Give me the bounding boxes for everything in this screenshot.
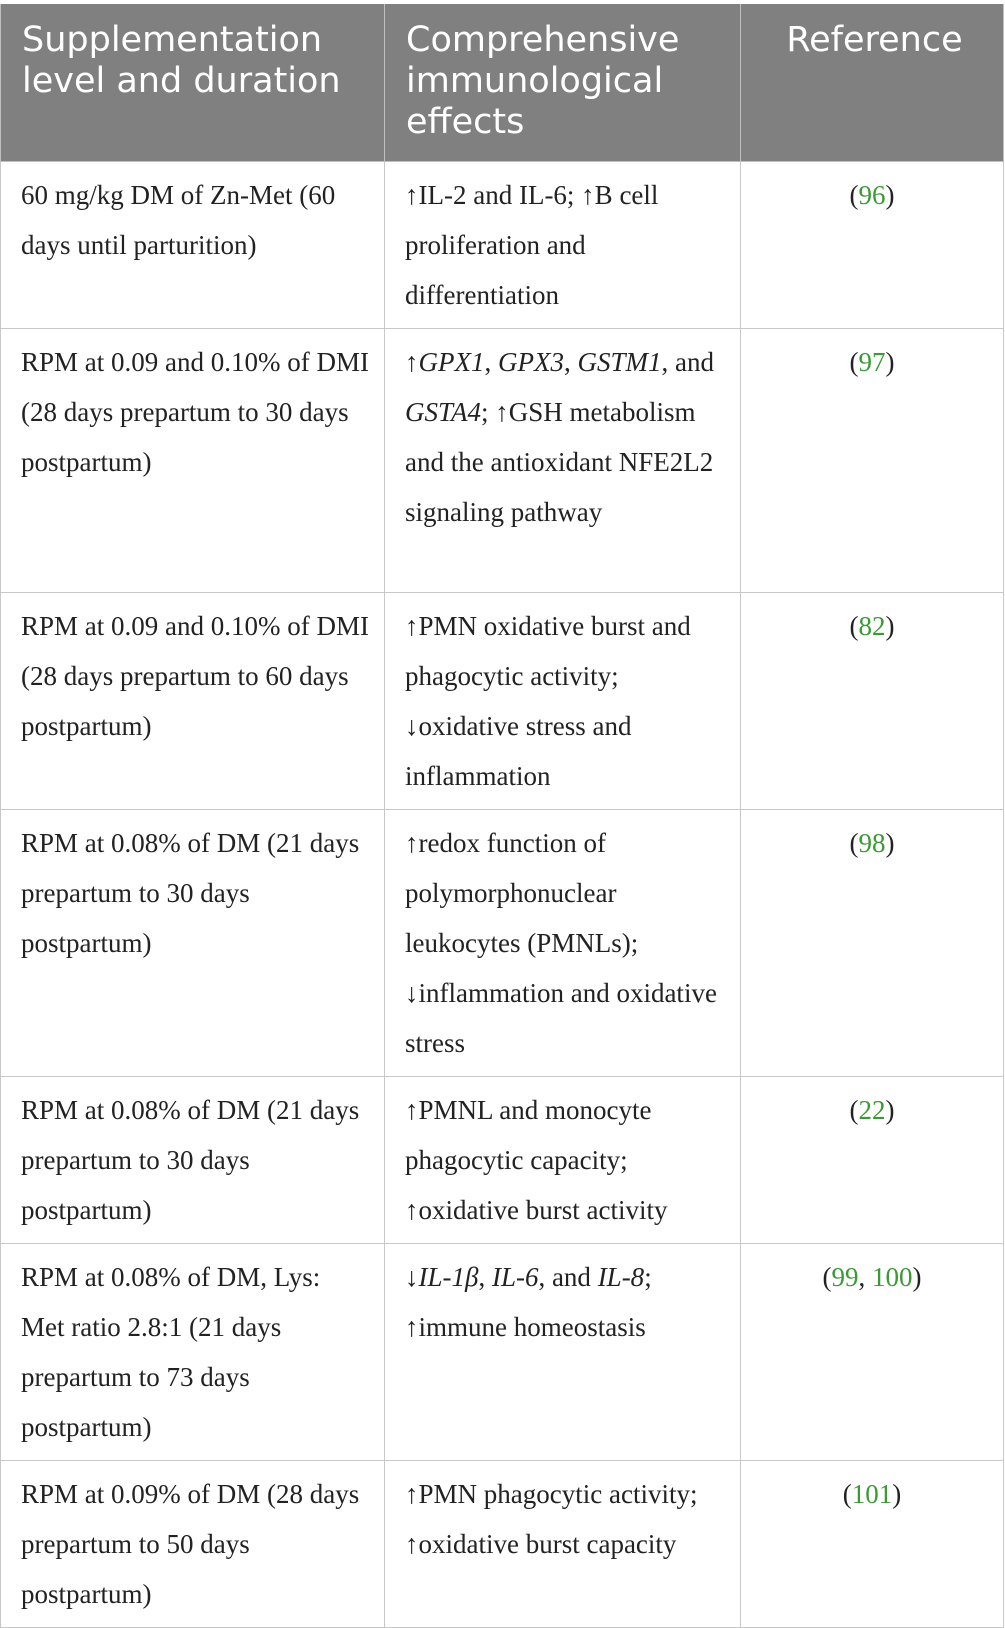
effects-text: ↑: [405, 347, 419, 377]
effects-text: ,: [563, 347, 578, 377]
table-body: 60 mg/kg DM of Zn-Met (60 days until par…: [0, 161, 1004, 1628]
gene-name: GSTA4: [405, 397, 482, 427]
table-row: 60 mg/kg DM of Zn-Met (60 days until par…: [0, 161, 1004, 329]
supplementation-cell: RPM at 0.08% of DM (21 days prepartum to…: [0, 1076, 385, 1244]
gene-name: IL-6: [491, 1262, 539, 1292]
table-row: RPM at 0.09 and 0.10% of DMI (28 days pr…: [0, 328, 1004, 593]
effects-text: ,: [478, 1262, 492, 1292]
gene-name: GSTM1: [577, 347, 662, 377]
effects-cell: ↑GPX1, GPX3, GSTM1, and GSTA4; ↑GSH meta…: [384, 328, 741, 593]
supplementation-cell: RPM at 0.08% of DM (21 days prepartum to…: [0, 809, 385, 1077]
effects-text: ; ↑immune homeostasis: [405, 1262, 652, 1342]
supplementation-cell: RPM at 0.09 and 0.10% of DMI (28 days pr…: [0, 328, 385, 593]
reference-cell: (101): [740, 1460, 1004, 1628]
reference-link[interactable]: 99: [831, 1262, 859, 1292]
reference-cell: (98): [740, 809, 1004, 1077]
effects-cell: ↑IL-2 and IL-6; ↑B cell proliferation an…: [384, 161, 741, 329]
effects-cell: ↑PMNL and monocyte phagocytic capacity; …: [384, 1076, 741, 1244]
supplementation-cell: 60 mg/kg DM of Zn-Met (60 days until par…: [0, 161, 385, 329]
gene-name: IL-8: [597, 1262, 645, 1292]
supplementation-cell: RPM at 0.08% of DM, Lys: Met ratio 2.8:1…: [0, 1243, 385, 1461]
effects-text: ,: [484, 347, 498, 377]
reference-cell: (99, 100): [740, 1243, 1004, 1461]
supplementation-cell: RPM at 0.09% of DM (28 days prepartum to…: [0, 1460, 385, 1628]
supplementation-cell: RPM at 0.09 and 0.10% of DMI (28 days pr…: [0, 592, 385, 810]
header-supplementation: Supplementation level and duration: [0, 4, 385, 162]
reference-link[interactable]: 22: [858, 1095, 886, 1125]
reference-link[interactable]: 100: [872, 1262, 913, 1292]
table-header: Supplementation level and duration Compr…: [0, 4, 1004, 162]
effects-cell: ↑redox function of polymorphonuclear leu…: [384, 809, 741, 1077]
reference-link[interactable]: 101: [851, 1479, 893, 1509]
effects-cell: ↓IL-1β, IL-6, and IL-8; ↑immune homeosta…: [384, 1243, 741, 1461]
effects-text: , and: [538, 1262, 598, 1292]
reference-link[interactable]: 96: [858, 180, 886, 210]
header-row: Supplementation level and duration Compr…: [0, 4, 1004, 162]
table-row: RPM at 0.08% of DM, Lys: Met ratio 2.8:1…: [0, 1243, 1004, 1461]
effects-text: , and: [661, 347, 714, 377]
reference-cell: (97): [740, 328, 1004, 593]
gene-name: GPX3: [497, 347, 564, 377]
reference-cell: (96): [740, 161, 1004, 329]
reference-link[interactable]: 98: [858, 828, 886, 858]
reference-cell: (22): [740, 1076, 1004, 1244]
gene-name: GPX1: [418, 347, 485, 377]
effects-text: ; ↑GSH metabolism and the antioxidant NF…: [405, 397, 714, 527]
gene-name: IL-1β: [418, 1262, 479, 1292]
effects-cell: ↑PMN phagocytic activity; ↑oxidative bur…: [384, 1460, 741, 1628]
immunological-effects-table: Supplementation level and duration Compr…: [0, 4, 1004, 1628]
header-effects: Comprehensive immunological effects: [384, 4, 741, 162]
reference-cell: (82): [740, 592, 1004, 810]
effects-text: ↓: [405, 1262, 419, 1292]
table-row: RPM at 0.08% of DM (21 days prepartum to…: [0, 809, 1004, 1077]
table-row: RPM at 0.09 and 0.10% of DMI (28 days pr…: [0, 592, 1004, 810]
effects-cell: ↑PMN oxidative burst and phagocytic acti…: [384, 592, 741, 810]
reference-link[interactable]: 82: [858, 611, 886, 641]
reference-link[interactable]: 97: [858, 347, 886, 377]
table-row: RPM at 0.08% of DM (21 days prepartum to…: [0, 1076, 1004, 1244]
header-reference: Reference: [740, 4, 1004, 162]
table-row: RPM at 0.09% of DM (28 days prepartum to…: [0, 1460, 1004, 1628]
